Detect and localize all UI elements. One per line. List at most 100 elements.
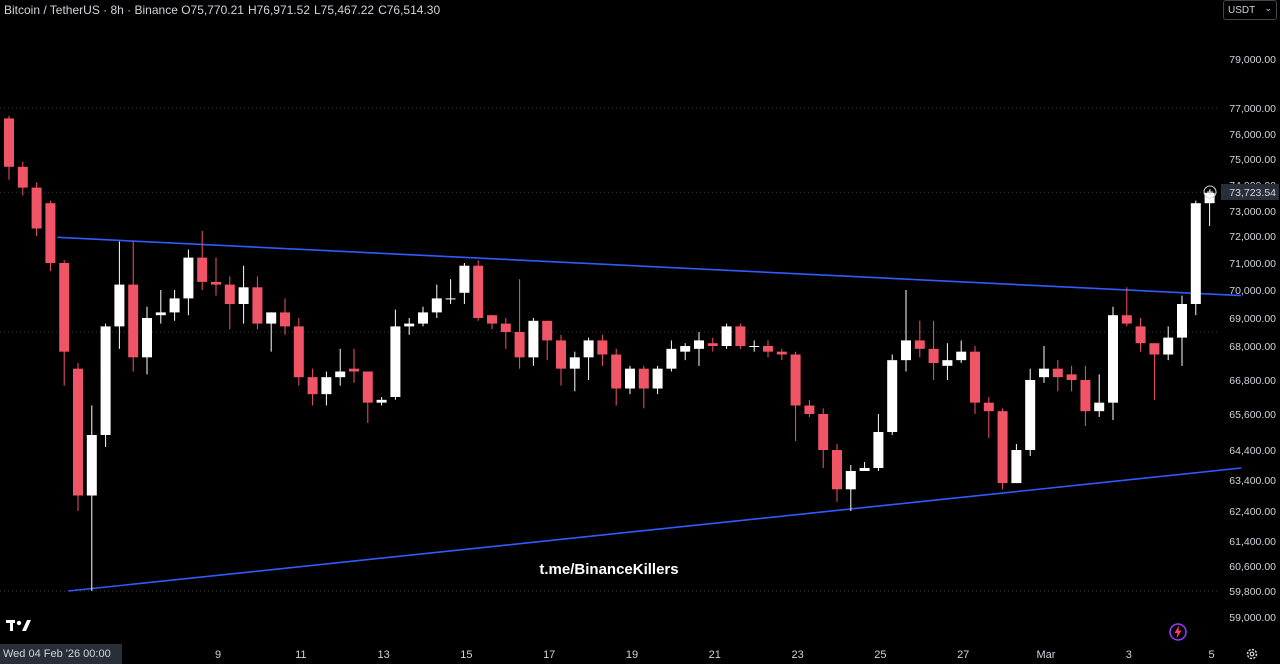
candle-down [638, 365, 649, 409]
candle-down [776, 348, 787, 361]
candle-down [197, 231, 208, 290]
candle-body [1121, 315, 1132, 324]
price-tick-label: 66,800.00 [1229, 375, 1276, 387]
candle-body [611, 354, 622, 389]
gridlines [0, 107, 1219, 592]
candle-down [500, 318, 511, 349]
time-tick-label: Mar [1037, 649, 1056, 661]
candle-down [17, 161, 28, 196]
candle-down [928, 320, 939, 380]
candle-body [31, 187, 42, 229]
candle-up [155, 290, 166, 324]
candle-down [763, 340, 773, 358]
candle-body [404, 323, 415, 327]
candle-body [100, 326, 111, 435]
candle-up [404, 318, 415, 335]
ohlc-low: L75,467.22 [314, 3, 375, 17]
candle-body [776, 351, 787, 355]
candle-body [473, 265, 484, 318]
candle-body [638, 368, 649, 389]
lightning-bolt-icon[interactable] [1168, 622, 1188, 642]
candle-body [1163, 337, 1174, 355]
current-price-label: 73,723.54 [1229, 187, 1276, 199]
candle-up [1039, 346, 1049, 383]
candle-body [1066, 374, 1077, 380]
candle-body [335, 371, 346, 378]
candle-body [321, 377, 332, 395]
candle-up [1177, 295, 1187, 366]
candle-body [569, 357, 580, 369]
candle-down [45, 200, 56, 272]
candle-body [59, 263, 70, 352]
candle-down [1080, 365, 1091, 426]
candle-body [1190, 203, 1201, 304]
trendline[interactable] [68, 467, 1242, 592]
currency-selector[interactable]: USDT ⌄ [1223, 0, 1277, 20]
time-tick-label: 9 [215, 649, 221, 661]
candle-down [487, 315, 497, 330]
gear-icon[interactable] [1245, 647, 1259, 661]
candle-body [790, 354, 801, 406]
candle-up [1163, 326, 1174, 361]
ohlc-open: O75,770.21 [181, 3, 244, 17]
price-tick-label: 77,000.00 [1229, 103, 1276, 115]
candle-body [238, 287, 249, 304]
time-tick-label: 27 [957, 649, 969, 661]
trendline[interactable] [57, 236, 1242, 297]
candle-down [224, 276, 235, 330]
watermark-text: t.me/BinanceKillers [539, 561, 678, 578]
candle-body [211, 281, 221, 285]
candle-down [983, 397, 994, 438]
candle-up [86, 405, 97, 591]
candle-up [583, 337, 594, 380]
price-tick-label: 59,800.00 [1229, 586, 1276, 598]
candle-down [349, 348, 359, 383]
candle-body [735, 326, 746, 346]
candle-body [556, 340, 566, 369]
candle-body [390, 326, 401, 397]
candle-body [459, 265, 470, 293]
candle-up [887, 354, 898, 435]
candle-up [694, 332, 704, 366]
candle-body [487, 315, 497, 324]
candle-down [790, 351, 801, 441]
time-axis[interactable]: 9 11 13 15 17 19 21 23 25 27 Mar 3 5 [215, 649, 1215, 661]
candle-down [597, 334, 608, 366]
candle-up [459, 263, 470, 304]
candle-body [142, 318, 152, 358]
candle-body [1025, 380, 1036, 450]
candle-down [1052, 360, 1063, 392]
candle-body [418, 312, 428, 324]
candle-body [169, 298, 180, 313]
candle-down [307, 368, 318, 406]
price-tick-label: 69,000.00 [1229, 313, 1276, 325]
candle-up [942, 343, 953, 380]
candle-body [376, 399, 387, 403]
candle-body [1011, 450, 1022, 484]
candle-body [86, 435, 97, 496]
candle-body [707, 343, 718, 346]
candle-up [100, 323, 111, 447]
price-axis[interactable]: 79,000.0077,000.0076,000.0075,000.0074,0… [1229, 54, 1276, 624]
candle-up [1190, 200, 1201, 316]
candle-body [983, 402, 994, 412]
candle-body [873, 432, 884, 468]
candle-body [528, 320, 539, 358]
candle-body [1149, 343, 1160, 355]
candle-body [307, 377, 318, 395]
trendlines [57, 236, 1242, 592]
tradingview-logo-icon[interactable] [6, 617, 32, 633]
candle-up [625, 365, 635, 395]
candle-body [1177, 304, 1187, 338]
candle-body [694, 340, 704, 349]
price-tick-label: 76,000.00 [1229, 129, 1276, 141]
candle-body [197, 257, 208, 282]
candle-down [818, 408, 829, 468]
crosshair-plus-icon[interactable] [1203, 185, 1217, 199]
chevron-down-icon: ⌄ [1264, 3, 1272, 13]
symbol-title[interactable]: Bitcoin / TetherUS · 8h · Binance [4, 3, 178, 17]
candle-body [4, 118, 14, 167]
candle-body [680, 346, 691, 352]
candle-body [500, 323, 511, 332]
